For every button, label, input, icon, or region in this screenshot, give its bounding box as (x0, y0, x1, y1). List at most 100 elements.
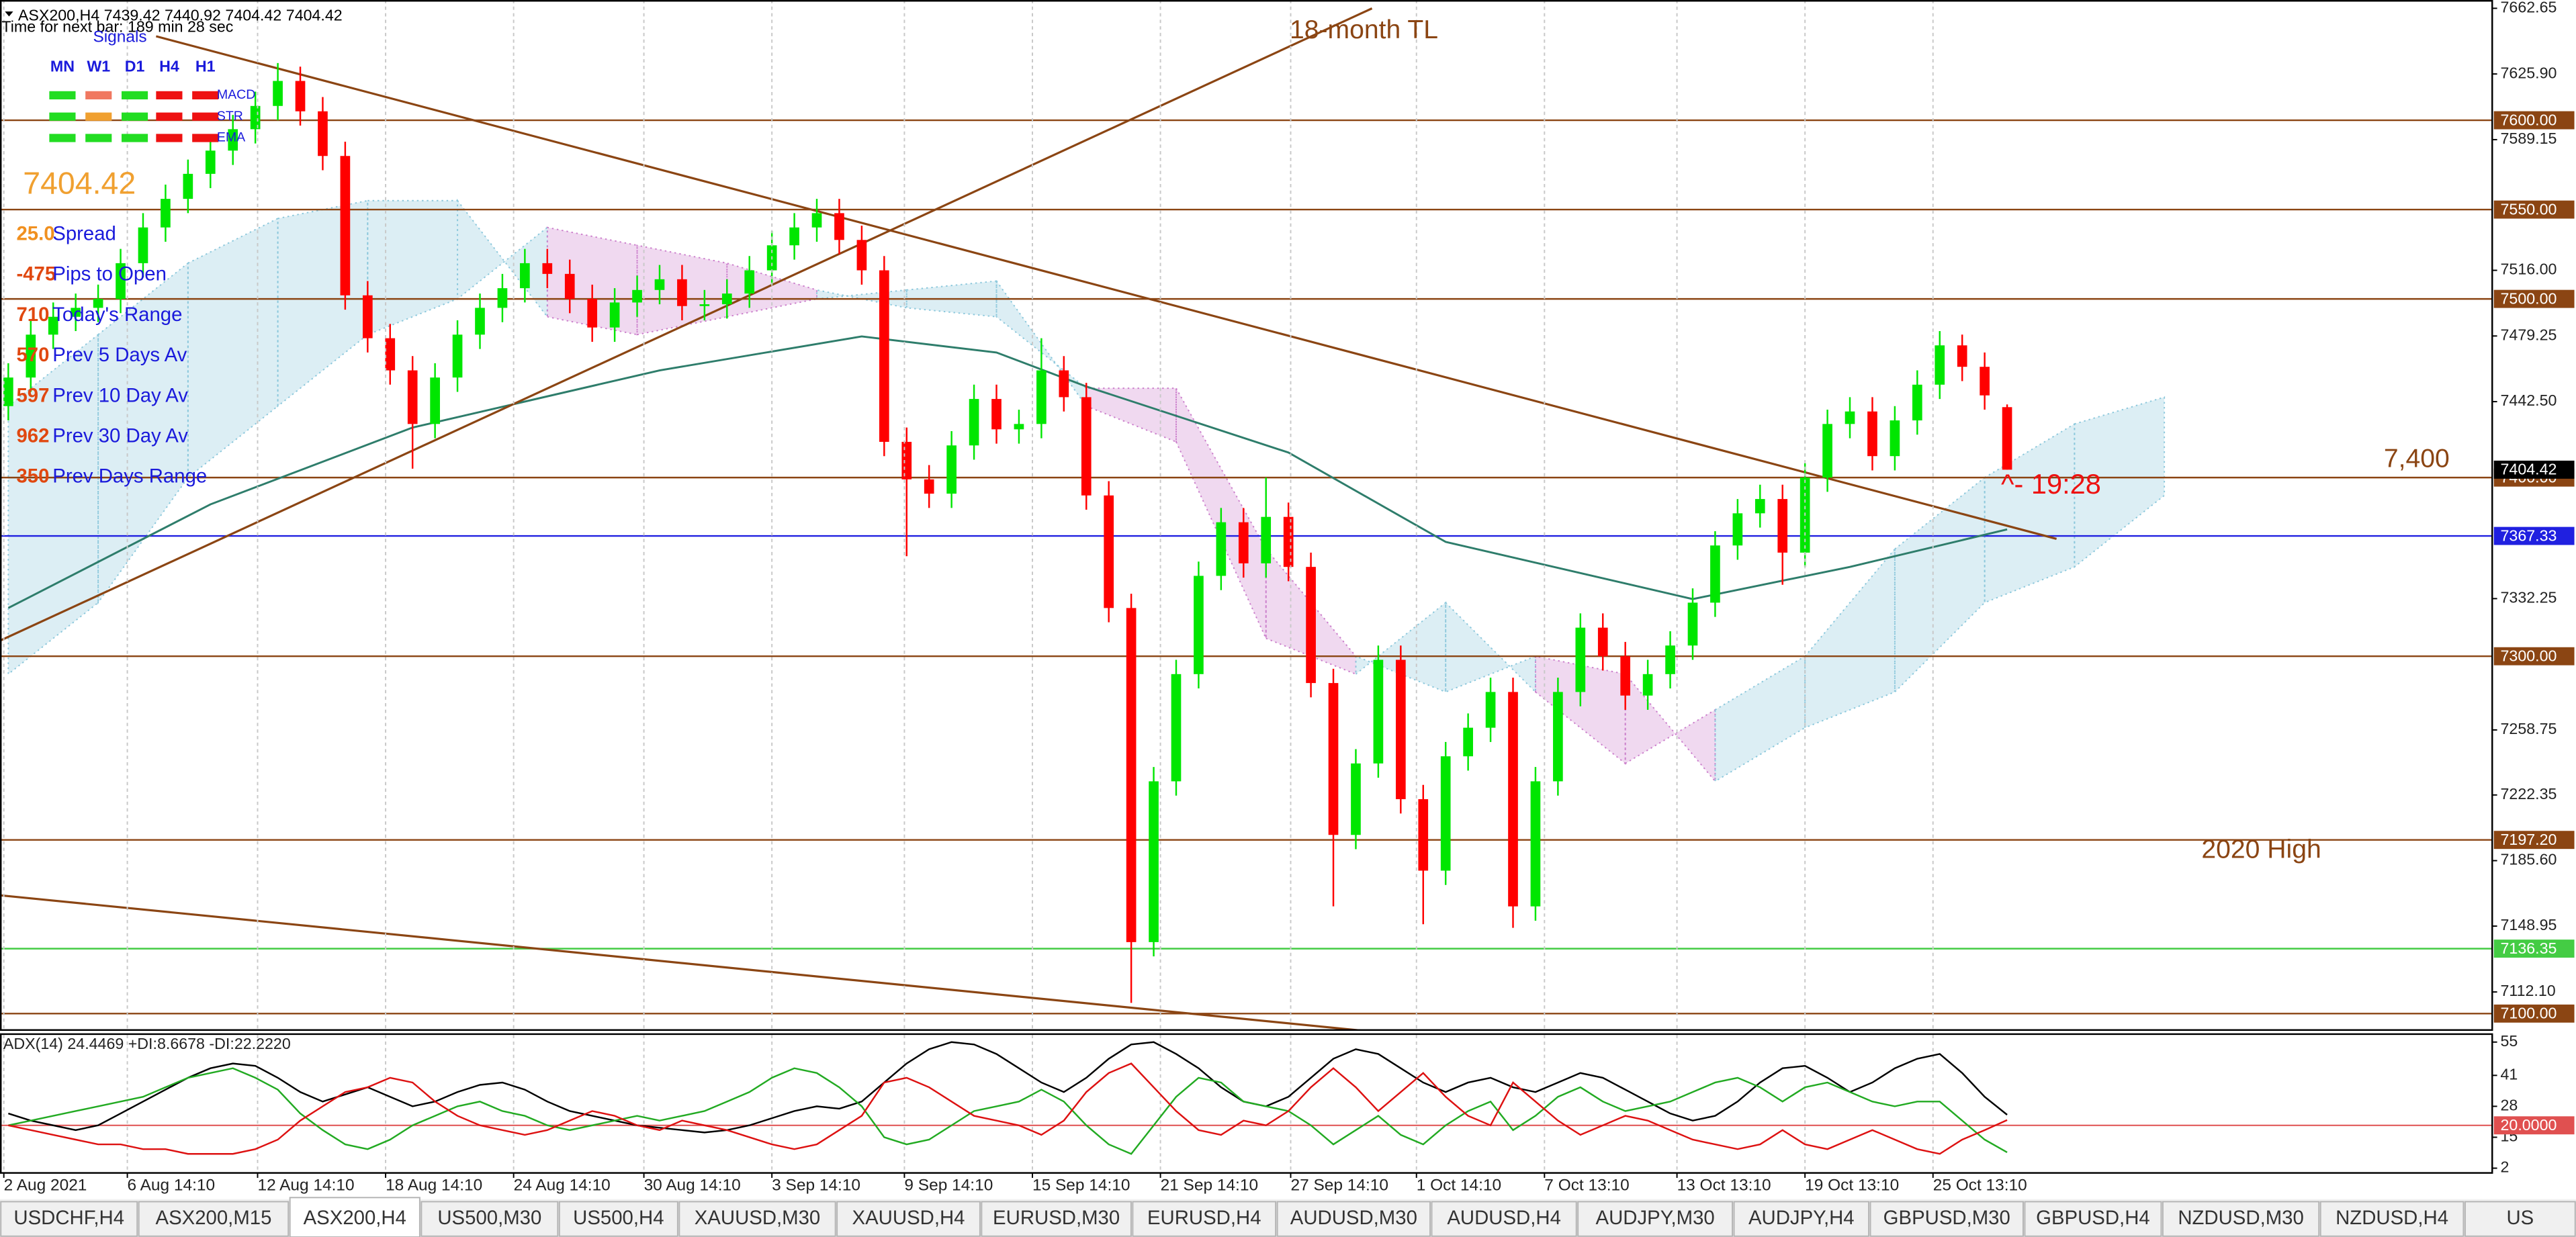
x-tick-label: 19 Oct 13:10 (1805, 1177, 1899, 1195)
candle-body (677, 279, 687, 306)
tab[interactable] (2024, 1201, 2162, 1237)
candle-body (879, 270, 889, 442)
candle-body (116, 263, 126, 300)
candle-body (1149, 781, 1159, 942)
candle-body (497, 288, 508, 308)
candle-body (1395, 659, 1406, 800)
window-title: ASX200,H4 7439.42 7440.92 7404.42 7404.4… (18, 7, 343, 24)
signal-block (192, 91, 219, 99)
tab-label[interactable]: ASX200,M15 (155, 1207, 271, 1229)
info-value: 597 (16, 384, 49, 406)
candle-body (1597, 627, 1608, 657)
x-tick-label: 6 Aug 14:10 (128, 1177, 216, 1195)
info-value: -475 (16, 263, 56, 285)
cloud-segment (2074, 396, 2166, 569)
tab[interactable] (1132, 1201, 1277, 1237)
adx-frame (0, 1033, 2493, 1174)
candle-body (2002, 407, 2012, 470)
signal-block (156, 112, 183, 121)
cloud-segment (7, 333, 99, 676)
cloud-segment (97, 261, 189, 605)
tab-label[interactable]: ASX200,H4 (304, 1207, 406, 1229)
tab[interactable] (558, 1201, 678, 1237)
candle-body (1642, 674, 1653, 696)
tab[interactable] (1431, 1201, 1577, 1237)
tab-label[interactable]: USDCHF,H4 (13, 1207, 124, 1229)
candle-body (542, 263, 553, 274)
candle-body (969, 399, 979, 446)
tab[interactable] (138, 1201, 290, 1237)
tab-label[interactable]: XAUUSD,H4 (852, 1207, 965, 1229)
tab[interactable] (420, 1201, 559, 1237)
tab-label[interactable]: AUDUSD,H4 (1447, 1207, 1561, 1229)
cloud-segment (1714, 655, 1806, 783)
info-label: Today's Range (52, 304, 182, 326)
tab-label[interactable]: EURUSD,H4 (1147, 1207, 1261, 1229)
candle-body (318, 111, 328, 156)
tab[interactable] (1577, 1201, 1734, 1237)
tab-label[interactable]: NZDUSD,H4 (2336, 1207, 2448, 1229)
candle-body (1328, 683, 1339, 835)
tab[interactable] (1869, 1201, 2024, 1237)
level-label-box (2493, 831, 2575, 850)
candle-body (721, 293, 732, 305)
tab[interactable] (2464, 1201, 2576, 1237)
candle-body (632, 289, 642, 303)
signal-block (156, 134, 183, 142)
candle-body (564, 273, 575, 300)
tab-label[interactable]: US500,H4 (573, 1207, 664, 1229)
level-label: 7300.00 (2500, 647, 2557, 665)
candle-body (1777, 499, 1788, 553)
tab[interactable] (2319, 1201, 2464, 1237)
tab-label[interactable]: GBPUSD,H4 (2036, 1207, 2150, 1229)
candle-body (1351, 763, 1361, 835)
candle-body (789, 227, 799, 246)
y-tick-label: 7112.10 (2500, 982, 2555, 999)
y-tick-label: 7148.95 (2500, 916, 2557, 933)
y-tick-label: 7222.35 (2500, 785, 2557, 803)
candle-body (48, 316, 58, 335)
level-label: 7404.42 (2500, 461, 2557, 478)
level-label: 7367.33 (2500, 526, 2557, 544)
tab-label[interactable]: EURUSD,M30 (993, 1207, 1120, 1229)
candle-body (228, 129, 238, 151)
x-tick-label: 1 Oct 14:10 (1417, 1177, 1501, 1195)
cloud-segment (1445, 601, 1536, 694)
y-tick-label: 7625.90 (2500, 64, 2557, 81)
tab-label[interactable]: NZDUSD,M30 (2178, 1207, 2303, 1229)
candle-body (430, 377, 440, 424)
tab[interactable] (1733, 1201, 1870, 1237)
candle-body (1194, 576, 1204, 674)
candle-body (340, 156, 351, 295)
tab-label[interactable]: XAUUSD,M30 (695, 1207, 821, 1229)
tab[interactable] (981, 1201, 1132, 1237)
tab[interactable] (0, 1201, 138, 1237)
signal-row-label: STR (217, 109, 243, 124)
cloud-segment (1894, 476, 1986, 694)
x-tick-label: 24 Aug 14:10 (514, 1177, 611, 1195)
tab-label[interactable]: AUDJPY,M30 (1596, 1207, 1715, 1229)
tab[interactable] (678, 1201, 836, 1237)
tab[interactable] (836, 1201, 981, 1237)
tab-label[interactable]: US (2506, 1207, 2534, 1229)
info-value: 25.0 (16, 223, 54, 245)
tab-label[interactable]: AUDUSD,M30 (1290, 1207, 1417, 1229)
tab[interactable] (289, 1197, 420, 1237)
candle-body (93, 299, 103, 308)
timeframe-label: MN (50, 57, 75, 75)
candle-body (1867, 411, 1877, 457)
candle-body (587, 299, 598, 328)
level-label-box (2493, 526, 2575, 545)
tab-label[interactable]: AUDJPY,H4 (1748, 1207, 1855, 1229)
tab-label[interactable]: US500,M30 (437, 1207, 541, 1229)
candle-body (1845, 411, 1855, 424)
tab-label[interactable]: GBPUSD,M30 (1883, 1207, 2010, 1229)
candle-body (1665, 645, 1675, 674)
signal-block (156, 91, 183, 99)
level-label: 7136.35 (2500, 940, 2557, 957)
tab[interactable] (1276, 1201, 1431, 1237)
annotation: 7,400 (2384, 444, 2450, 473)
tab[interactable] (2162, 1201, 2320, 1237)
candle-body (26, 334, 36, 378)
